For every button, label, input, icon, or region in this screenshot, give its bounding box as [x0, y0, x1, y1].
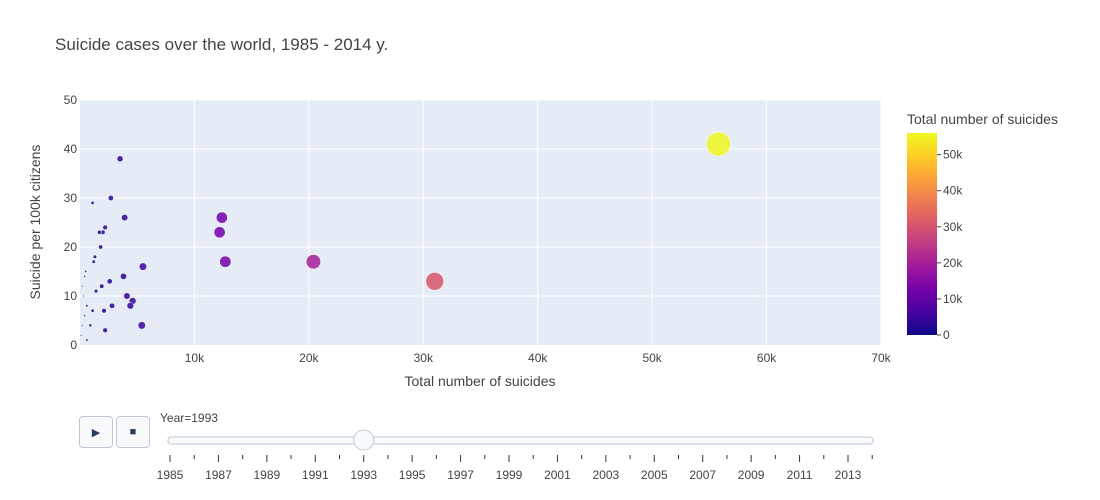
scatter-point — [99, 283, 105, 289]
grid-lines — [80, 99, 882, 345]
x-axis-ticks: 10k 20k 30k 40k 50k 60k 70k — [185, 351, 892, 365]
scatter-point — [121, 214, 129, 222]
colorbar-tick-label: 50k — [943, 148, 963, 162]
scatter-point — [116, 155, 124, 163]
y-tick-label: 0 — [70, 338, 77, 352]
slider-tick-label: 1985 — [157, 468, 184, 482]
scatter-point — [123, 292, 131, 300]
x-axis-title: Total number of suicides — [405, 373, 556, 389]
slider-tick-label: 2005 — [641, 468, 668, 482]
scatter-point — [126, 302, 134, 310]
scatter-point — [215, 211, 228, 224]
scatter-point — [90, 200, 95, 205]
x-tick-label: 10k — [185, 351, 205, 365]
scatter-point — [106, 278, 113, 285]
scatter-point — [109, 302, 115, 309]
scatter-point — [101, 308, 107, 314]
scatter-point — [85, 338, 89, 342]
slider-tick-label: 2011 — [787, 468, 813, 482]
slider-tick-label: 1989 — [254, 468, 281, 482]
scatter-point — [83, 275, 86, 278]
y-tick-label: 20 — [64, 240, 78, 254]
scatter-point — [97, 229, 102, 235]
slider-handle[interactable] — [353, 429, 375, 451]
x-tick-label: 30k — [414, 351, 434, 365]
x-tick-label: 60k — [757, 351, 777, 365]
scatter-point — [91, 259, 96, 264]
scatter-point — [84, 270, 88, 273]
scatter-point — [137, 321, 146, 330]
scatter-point — [213, 226, 226, 239]
y-tick-label: 40 — [64, 142, 78, 156]
y-tick-label: 10 — [64, 289, 78, 303]
slider-tick-label: 1997 — [447, 468, 474, 482]
colorbar-ticks: 0 10k 20k 30k 40k 50k — [937, 148, 963, 342]
slider-tick-label: 1991 — [302, 468, 329, 482]
colorbar-tick-label: 30k — [943, 220, 963, 234]
scatter-point — [88, 323, 93, 328]
scatter-point — [706, 131, 731, 157]
colorbar-tick-label: 10k — [943, 292, 963, 306]
scatter-point — [81, 285, 84, 288]
slider-tick-label: 2013 — [835, 468, 862, 482]
scatter-points — [80, 131, 731, 342]
chart-title: Suicide cases over the world, 1985 - 201… — [55, 35, 388, 54]
y-axis-title: Suicide per 100k citizens — [27, 145, 43, 300]
scatter-point — [102, 224, 108, 231]
x-tick-label: 20k — [299, 351, 319, 365]
scatter-point — [305, 254, 321, 270]
scatter-point — [83, 314, 86, 317]
scatter-point — [138, 262, 147, 271]
slider-tick-label: 2001 — [544, 468, 571, 482]
colorbar-tick-label: 20k — [943, 256, 963, 270]
x-tick-label: 70k — [871, 351, 891, 365]
slider-tick-label: 1999 — [496, 468, 523, 482]
scatter-point — [219, 255, 232, 268]
colorbar-tick-label: 0 — [943, 328, 950, 342]
colorbar — [907, 133, 937, 335]
scatter-point — [80, 334, 83, 337]
slider-tick-label: 1993 — [350, 468, 377, 482]
scatter-point — [85, 304, 89, 308]
y-tick-label: 50 — [64, 93, 78, 107]
scatter-point — [90, 308, 95, 313]
slider-tick-label: 1995 — [399, 468, 426, 482]
x-tick-label: 40k — [528, 351, 548, 365]
slider-tick-label: 2003 — [593, 468, 620, 482]
scatter-point — [93, 288, 99, 294]
x-tick-label: 50k — [642, 351, 662, 365]
slider-tick-label: 2007 — [689, 468, 716, 482]
scatter-point — [82, 294, 85, 298]
scatter-point — [120, 273, 127, 280]
scatter-point — [102, 327, 108, 333]
y-tick-label: 30 — [64, 191, 78, 205]
slider-rail[interactable] — [167, 436, 874, 445]
play-button[interactable]: ▶ — [79, 416, 113, 448]
scatter-point — [108, 195, 114, 201]
scatter-point — [92, 254, 97, 259]
slider-ticks: 1985 1987 1989 1991 1993 1995 1997 1999 2001 2003… — [157, 455, 873, 482]
colorbar-title: Total number of suicides — [907, 111, 1058, 127]
scatter-point — [425, 272, 444, 291]
scatter-point — [98, 244, 104, 250]
play-icon: ▶ — [91, 426, 101, 439]
colorbar-tick-label: 40k — [943, 184, 963, 198]
stop-icon: ■ — [129, 426, 137, 438]
scatter-point — [81, 324, 84, 327]
slider-tick-label: 1987 — [205, 468, 232, 482]
plot-area — [80, 100, 881, 345]
slider-current-label: Year=1993 — [160, 411, 218, 425]
slider-tick-label: 2009 — [738, 468, 765, 482]
y-axis-ticks: 0 10 20 30 40 50 — [64, 93, 78, 352]
stop-button[interactable]: ■ — [116, 416, 150, 448]
